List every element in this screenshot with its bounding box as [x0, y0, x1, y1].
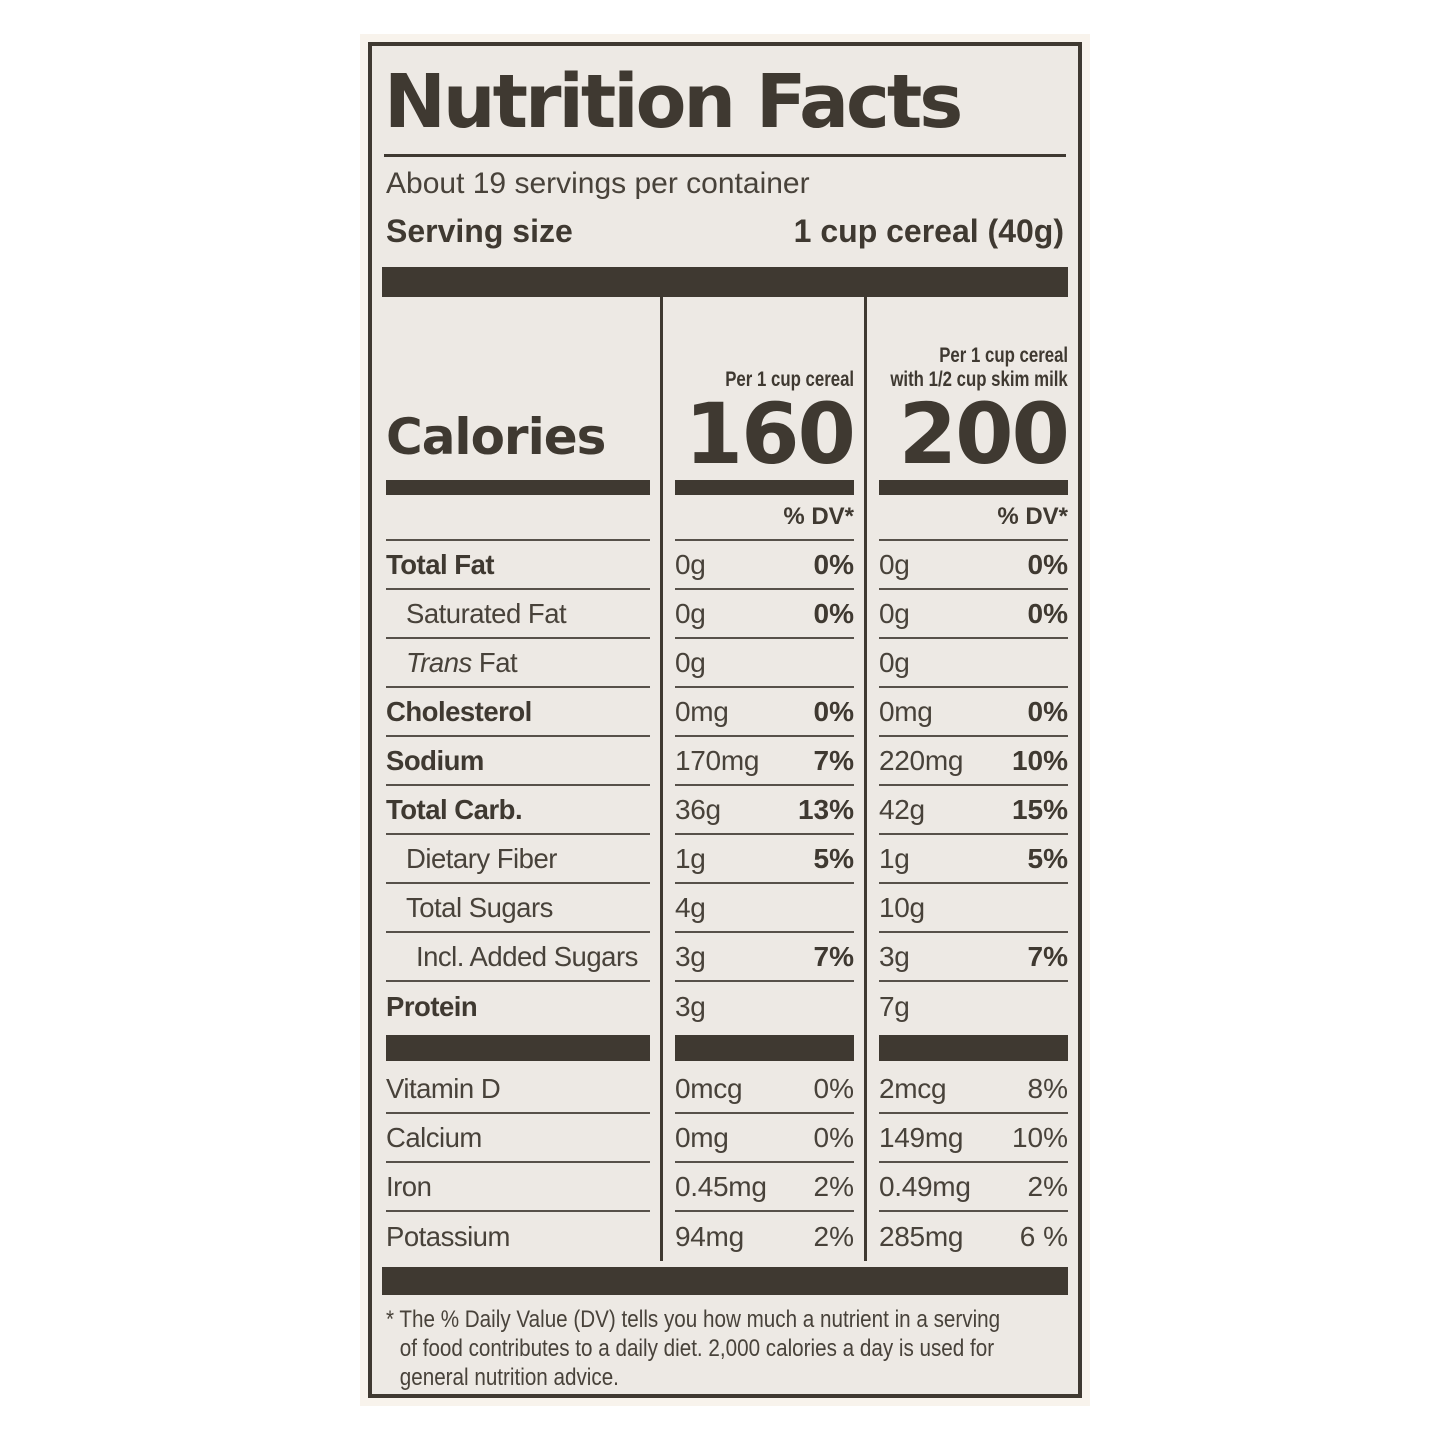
- bottom-separator-bar: [382, 1267, 1068, 1295]
- cereal-column-header: Per 1 cup cereal: [725, 368, 854, 391]
- row-vitamin-d-cereal: 0mcg 0%: [660, 1065, 864, 1114]
- row-protein-cereal: 3g: [660, 982, 864, 1031]
- row-saturated-fat-name: Saturated Fat: [372, 590, 660, 639]
- milk-column-header-line2: with 1/2 cup skim milk: [890, 368, 1068, 391]
- row-total-sugars-cereal: 4g: [660, 884, 864, 933]
- row-dietary-fiber-milk: 1g 5%: [864, 835, 1078, 884]
- row-dietary-fiber-cereal: 1g 5%: [660, 835, 864, 884]
- row-total-sugars-milk: 10g: [864, 884, 1078, 933]
- milk-dv-header: % DV*: [997, 503, 1068, 530]
- nutrition-table: Calories Per 1 cup cereal 160 Per 1 cup …: [372, 297, 1078, 1261]
- cereal-dv-header: % DV*: [783, 503, 854, 530]
- row-sodium-cereal: 170mg 7%: [660, 737, 864, 786]
- row-total-carb-name: Total Carb.: [372, 786, 660, 835]
- mid-separator-bar: [660, 1031, 864, 1065]
- row-potassium-cereal: 94mg 2%: [660, 1212, 864, 1261]
- row-calcium-milk: 149mg 10%: [864, 1114, 1078, 1163]
- milk-column-header-cell: Per 1 cup cereal with 1/2 cup skim milk …: [864, 297, 1078, 495]
- row-vitamin-d-name: Vitamin D: [372, 1065, 660, 1114]
- row-iron-name: Iron: [372, 1163, 660, 1212]
- row-sodium-name: Sodium: [372, 737, 660, 786]
- row-cholesterol-milk: 0mg 0%: [864, 688, 1078, 737]
- row-calcium-name: Calcium: [372, 1114, 660, 1163]
- row-total-carb-milk: 42g 15%: [864, 786, 1078, 835]
- row-trans-fat-milk: 0g: [864, 639, 1078, 688]
- row-saturated-fat-cereal: 0g 0%: [660, 590, 864, 639]
- milk-column-header-line1: Per 1 cup cereal: [939, 344, 1068, 367]
- label-title: Nutrition Facts: [384, 59, 963, 145]
- row-added-sugars-milk: 3g 7%: [864, 933, 1078, 982]
- nutrition-facts-label: Nutrition Facts About 19 servings per co…: [368, 42, 1082, 1398]
- cereal-column-header-cell: Per 1 cup cereal 160: [660, 297, 864, 495]
- row-total-carb-cereal: 36g 13%: [660, 786, 864, 835]
- row-total-sugars-name: Total Sugars: [372, 884, 660, 933]
- row-potassium-name: Potassium: [386, 1220, 510, 1252]
- mid-separator-bar: [864, 1031, 1078, 1065]
- row-protein-milk: 7g: [864, 982, 1078, 1031]
- row-cholesterol-name: Cholesterol: [372, 688, 660, 737]
- row-dietary-fiber-name: Dietary Fiber: [372, 835, 660, 884]
- cereal-calories-underbar: [675, 480, 854, 495]
- row-iron-cereal: 0.45mg 2%: [660, 1163, 864, 1212]
- row-added-sugars-cereal: 3g 7%: [660, 933, 864, 982]
- row-vitamin-d-milk: 2mcg 8%: [864, 1065, 1078, 1114]
- cereal-calories-value: 160: [684, 385, 856, 483]
- mid-separator-bar: [372, 1031, 660, 1065]
- row-potassium-milk: 285mg 6 %: [864, 1212, 1078, 1261]
- calories-header-cell: Calories: [372, 297, 660, 495]
- row-total-fat-cereal: 0g 0%: [660, 541, 864, 590]
- serving-size-label: Serving size: [386, 213, 573, 249]
- cereal-dv-header-cell: % DV*: [660, 495, 864, 541]
- milk-dv-header-cell: % DV*: [864, 495, 1078, 541]
- row-iron-milk: 0.49mg 2%: [864, 1163, 1078, 1212]
- title-rule: [384, 154, 1066, 157]
- row-total-fat-milk: 0g 0%: [864, 541, 1078, 590]
- milk-calories-value: 200: [898, 385, 1070, 483]
- row-calcium-cereal: 0mg 0%: [660, 1114, 864, 1163]
- row-cholesterol-cereal: 0mg 0%: [660, 688, 864, 737]
- calories-underbar: [386, 480, 650, 495]
- serving-size-row: Serving size 1 cup cereal (40g): [386, 209, 1064, 253]
- milk-calories-underbar: [879, 480, 1068, 495]
- footnote-line-2: of food contributes to a daily diet. 2,0…: [399, 1335, 995, 1362]
- serving-size-value: 1 cup cereal (40g): [793, 213, 1064, 249]
- row-added-sugars-name: Incl. Added Sugars: [372, 933, 660, 982]
- footnote: * The % Daily Value (DV) tells you how m…: [386, 1305, 1064, 1392]
- servings-per-container: About 19 servings per container: [386, 167, 810, 200]
- row-total-fat-name: Total Fat: [372, 541, 660, 590]
- row-protein-name: Protein: [386, 990, 478, 1022]
- top-separator-bar: [382, 267, 1068, 297]
- row-trans-fat-name: Trans Fat: [372, 639, 660, 688]
- row-saturated-fat-milk: 0g 0%: [864, 590, 1078, 639]
- footnote-line-1: * The % Daily Value (DV) tells you how m…: [386, 1306, 1001, 1333]
- row-sodium-milk: 220mg 10%: [864, 737, 1078, 786]
- footnote-line-3: general nutrition advice.: [399, 1364, 619, 1391]
- calories-label: Calories: [386, 408, 606, 466]
- dv-header-spacer: [372, 495, 660, 541]
- row-trans-fat-cereal: 0g: [660, 639, 864, 688]
